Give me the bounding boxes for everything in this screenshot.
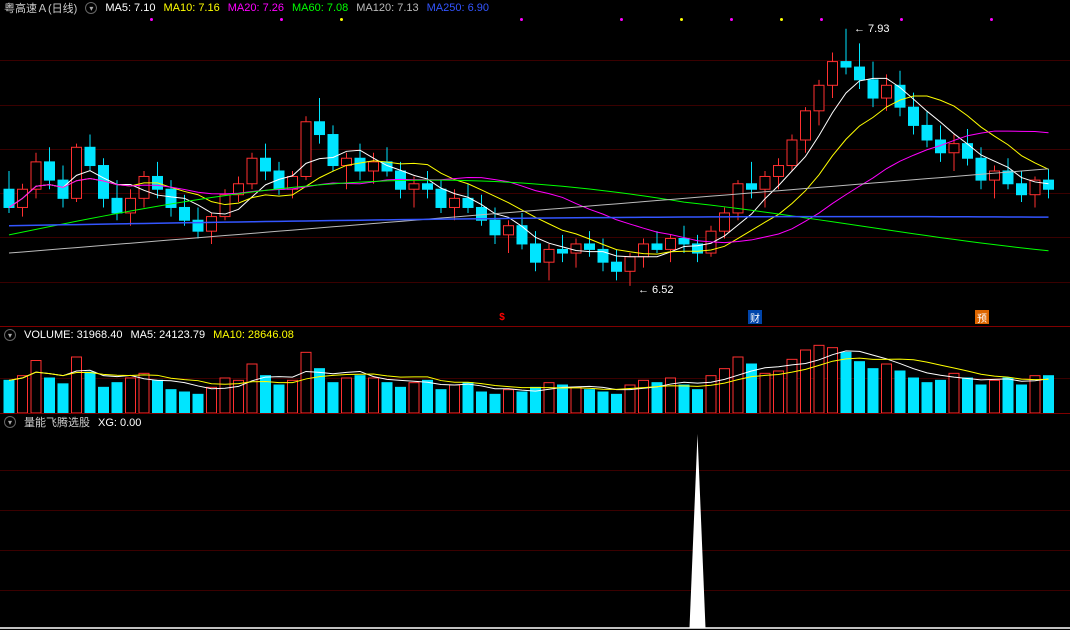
volume-legend: VOLUME: 31968.40 MA5: 24123.79 MA10: 28646… bbox=[24, 329, 302, 341]
marker-badge: 预 bbox=[975, 310, 989, 324]
high-price-label: ← 7.93 bbox=[854, 23, 889, 35]
legend-item: MA250: 6.90 bbox=[427, 2, 489, 14]
indicator-header: ▾ 量能飞腾选股 XG: 0.00 bbox=[0, 414, 1070, 430]
indicator-chart[interactable] bbox=[0, 430, 1070, 630]
volume-panel: ▾ VOLUME: 31968.40 MA5: 24123.79 MA10: 286… bbox=[0, 327, 1070, 414]
collapse-icon[interactable]: ▾ bbox=[4, 329, 16, 341]
marker-badge: $ bbox=[495, 310, 509, 324]
legend-item: MA60: 7.08 bbox=[292, 2, 348, 14]
low-price-label: ← 6.52 bbox=[638, 284, 673, 296]
volume-chart[interactable] bbox=[0, 343, 1070, 413]
legend-item: VOLUME: 31968.40 bbox=[24, 329, 122, 341]
legend-item: MA120: 7.13 bbox=[356, 2, 418, 14]
indicator-legend: 量能飞腾选股 XG: 0.00 bbox=[24, 414, 149, 430]
ma-legend: MA5: 7.10 MA10: 7.16 MA20: 7.26 MA60: 7.08 M… bbox=[105, 2, 497, 14]
legend-item: MA10: 7.16 bbox=[163, 2, 219, 14]
legend-item: XG: 0.00 bbox=[98, 417, 141, 429]
stock-title: 粤高速Ａ(日线) bbox=[4, 0, 77, 16]
indicator-panel: ▾ 量能飞腾选股 XG: 0.00 bbox=[0, 414, 1070, 630]
collapse-icon[interactable]: ▾ bbox=[85, 2, 97, 14]
volume-header: ▾ VOLUME: 31968.40 MA5: 24123.79 MA10: 286… bbox=[0, 327, 1070, 343]
main-header: 粤高速Ａ(日线) ▾ MA5: 7.10 MA10: 7.16 MA20: 7.26… bbox=[0, 0, 1070, 16]
legend-item: 量能飞腾选股 bbox=[24, 417, 90, 429]
marker-badge: 财 bbox=[748, 310, 762, 324]
legend-item: MA5: 24123.79 bbox=[130, 329, 205, 341]
legend-item: MA10: 28646.08 bbox=[213, 329, 294, 341]
legend-item: MA20: 7.26 bbox=[228, 2, 284, 14]
collapse-icon[interactable]: ▾ bbox=[4, 416, 16, 428]
candlestick-chart[interactable]: ← 7.93 ← 6.52 $ 财 预 bbox=[0, 16, 1070, 326]
candlestick-panel: 粤高速Ａ(日线) ▾ MA5: 7.10 MA10: 7.16 MA20: 7.26… bbox=[0, 0, 1070, 327]
legend-item: MA5: 7.10 bbox=[105, 2, 155, 14]
